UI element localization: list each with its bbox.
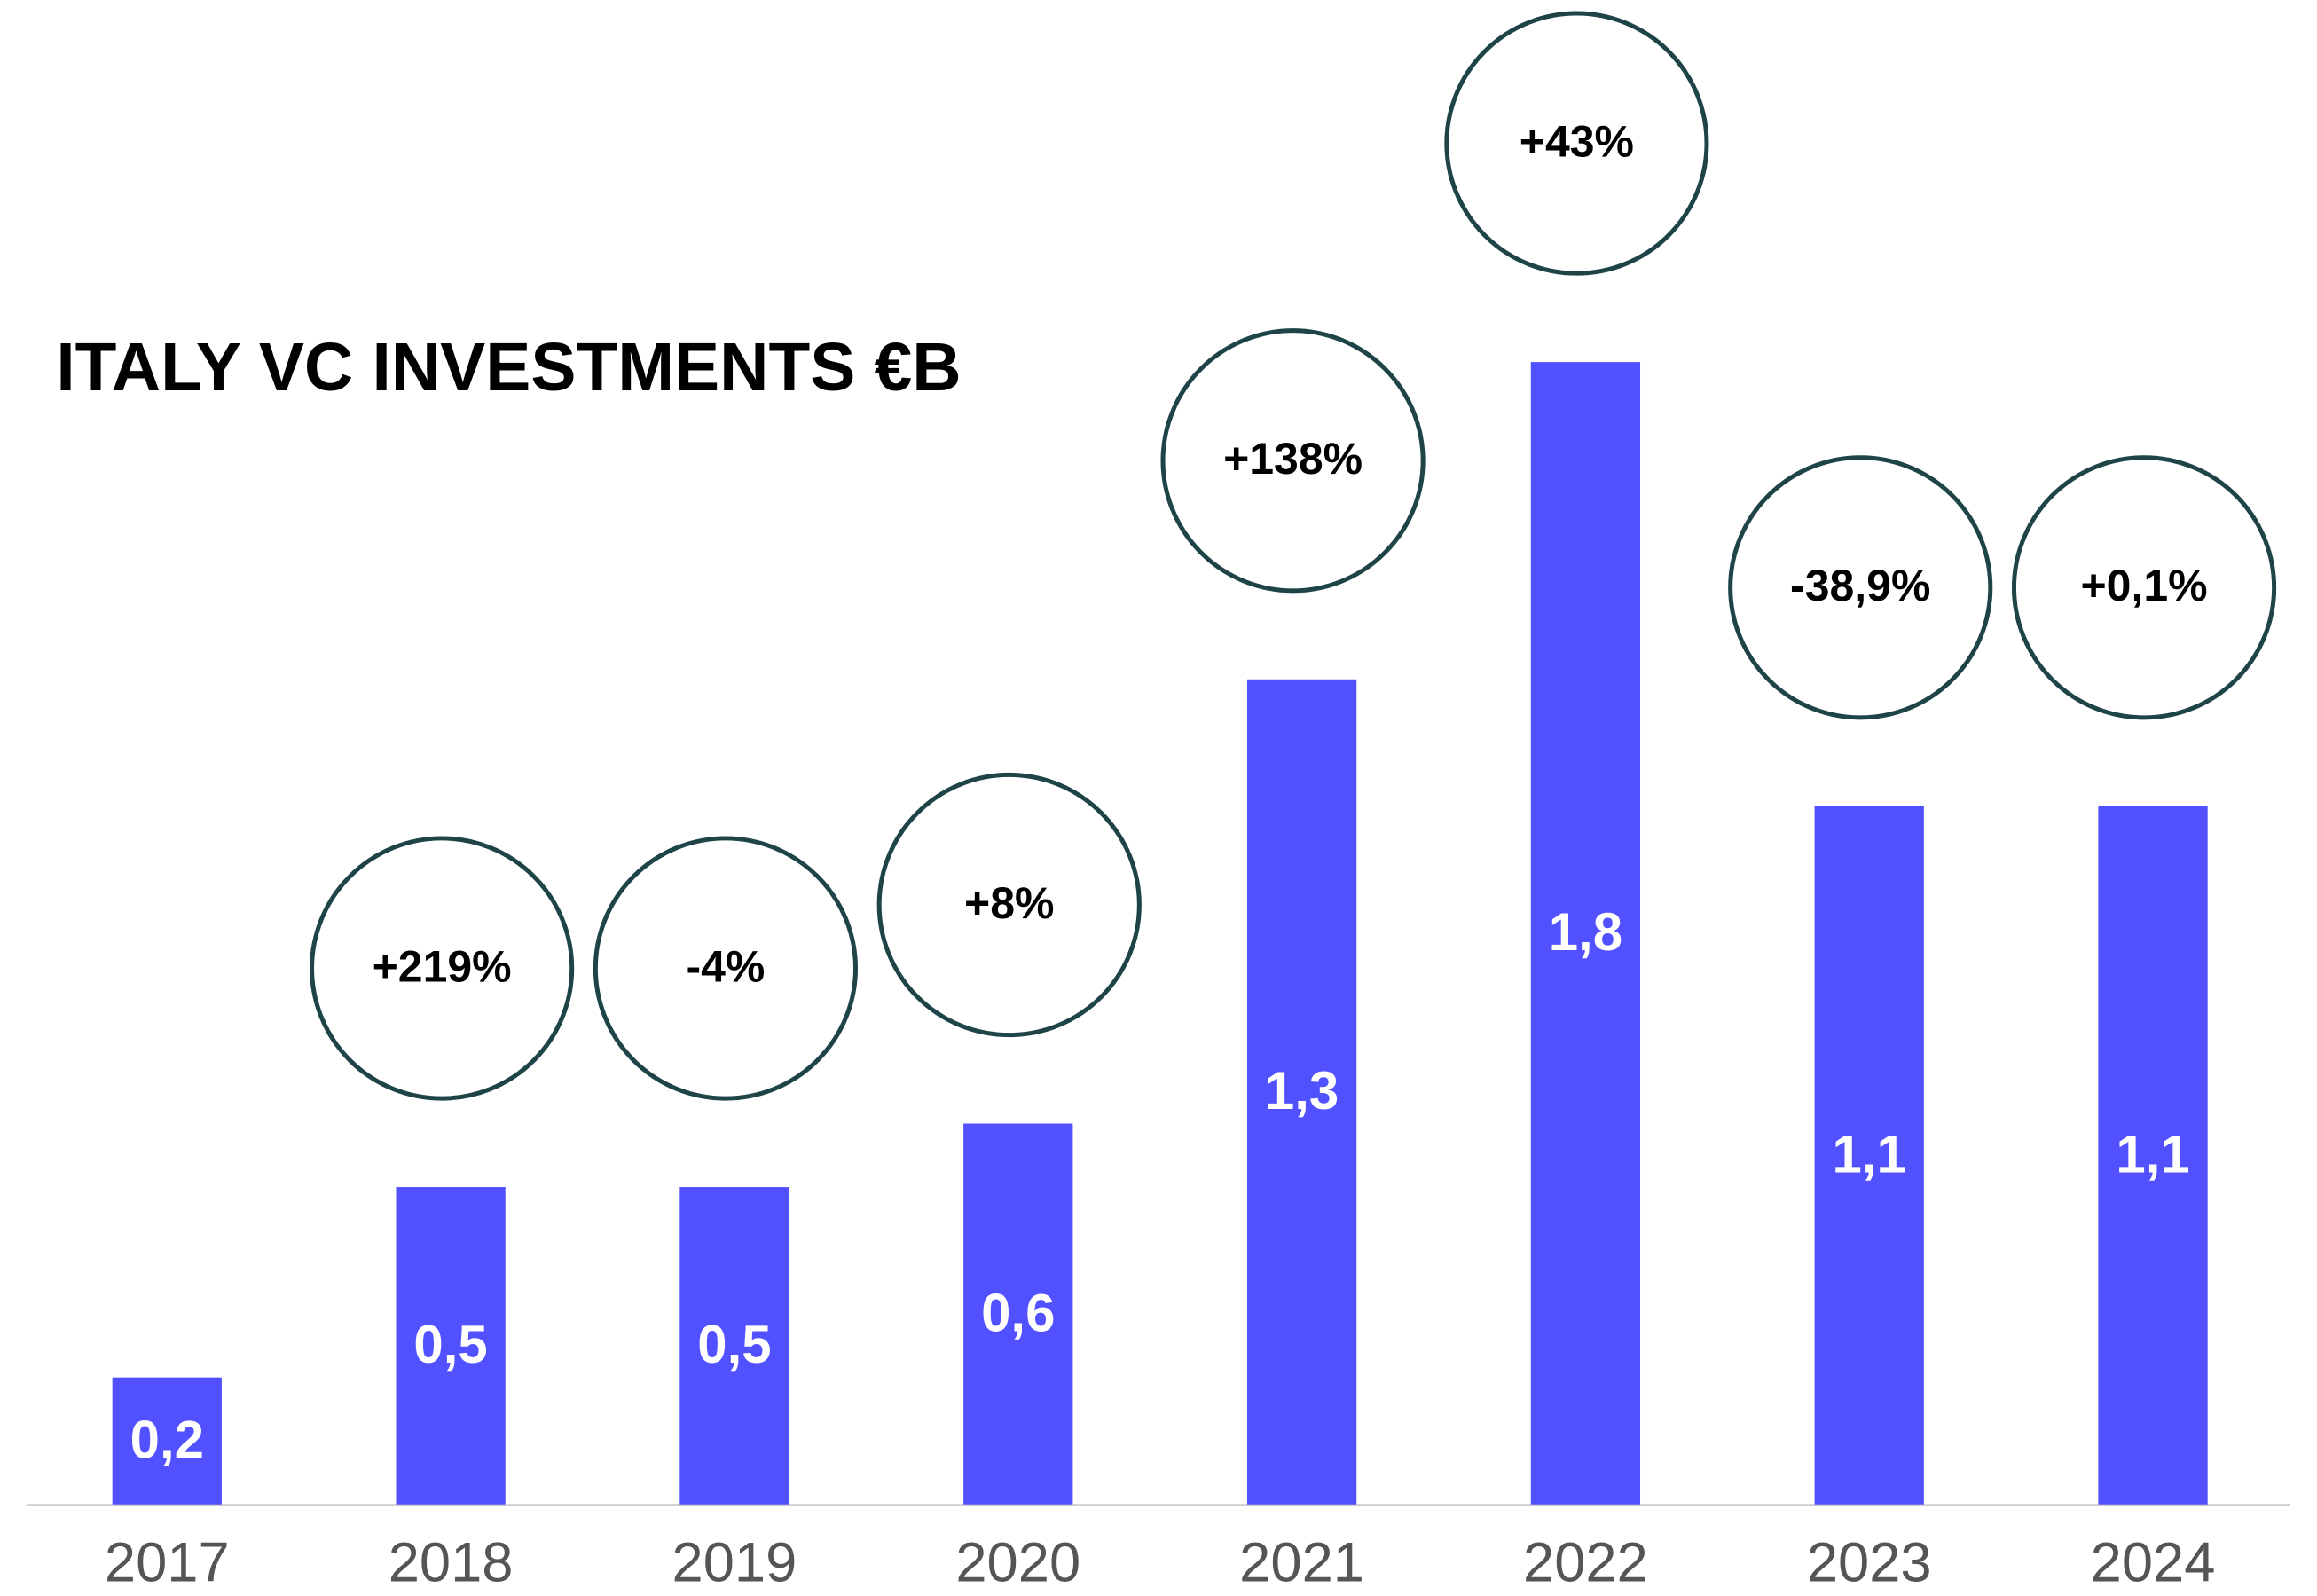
value-label: 1,3 (1265, 1061, 1339, 1120)
value-label: 0,6 (981, 1283, 1055, 1342)
change-label: +0,1% (2081, 561, 2208, 610)
value-label: 0,2 (130, 1410, 204, 1469)
x-tick-label: 2019 (672, 1531, 797, 1593)
change-label: -38,9% (1790, 561, 1930, 610)
bar (396, 1187, 506, 1505)
change-circle (310, 836, 575, 1101)
x-tick-label: 2020 (955, 1531, 1080, 1593)
change-label: +138% (1223, 434, 1363, 484)
x-tick-label: 2023 (1807, 1531, 1932, 1593)
change-label: +219% (373, 941, 512, 991)
value-label: 1,8 (1549, 902, 1622, 962)
change-circle (1728, 455, 1993, 720)
value-label: 1,1 (1833, 1124, 1906, 1183)
change-circle (1160, 328, 1426, 594)
change-label: +43% (1520, 116, 1634, 166)
value-label: 0,5 (413, 1315, 487, 1374)
x-tick-label: 2017 (105, 1531, 230, 1593)
change-label: -4% (687, 941, 766, 991)
change-circle (1444, 11, 1709, 276)
chart-title: ITALY VC INVESTMENTS €B (56, 330, 961, 405)
change-circle (876, 772, 1142, 1038)
value-label: 0,5 (697, 1315, 771, 1374)
bar (112, 1377, 222, 1505)
bar (1530, 362, 1641, 1505)
bar (1814, 806, 1924, 1505)
bar (679, 1187, 789, 1505)
x-tick-label: 2018 (389, 1531, 514, 1593)
change-label: +8% (964, 878, 1054, 928)
bar (963, 1123, 1073, 1505)
x-tick-label: 2022 (1523, 1531, 1648, 1593)
bar (1246, 679, 1357, 1505)
value-label: 1,1 (2116, 1124, 2189, 1183)
x-tick-label: 2021 (1239, 1531, 1364, 1593)
bar (2098, 806, 2208, 1505)
x-tick-label: 2024 (2091, 1531, 2216, 1593)
change-circle (593, 836, 859, 1101)
change-circle (2011, 455, 2277, 720)
